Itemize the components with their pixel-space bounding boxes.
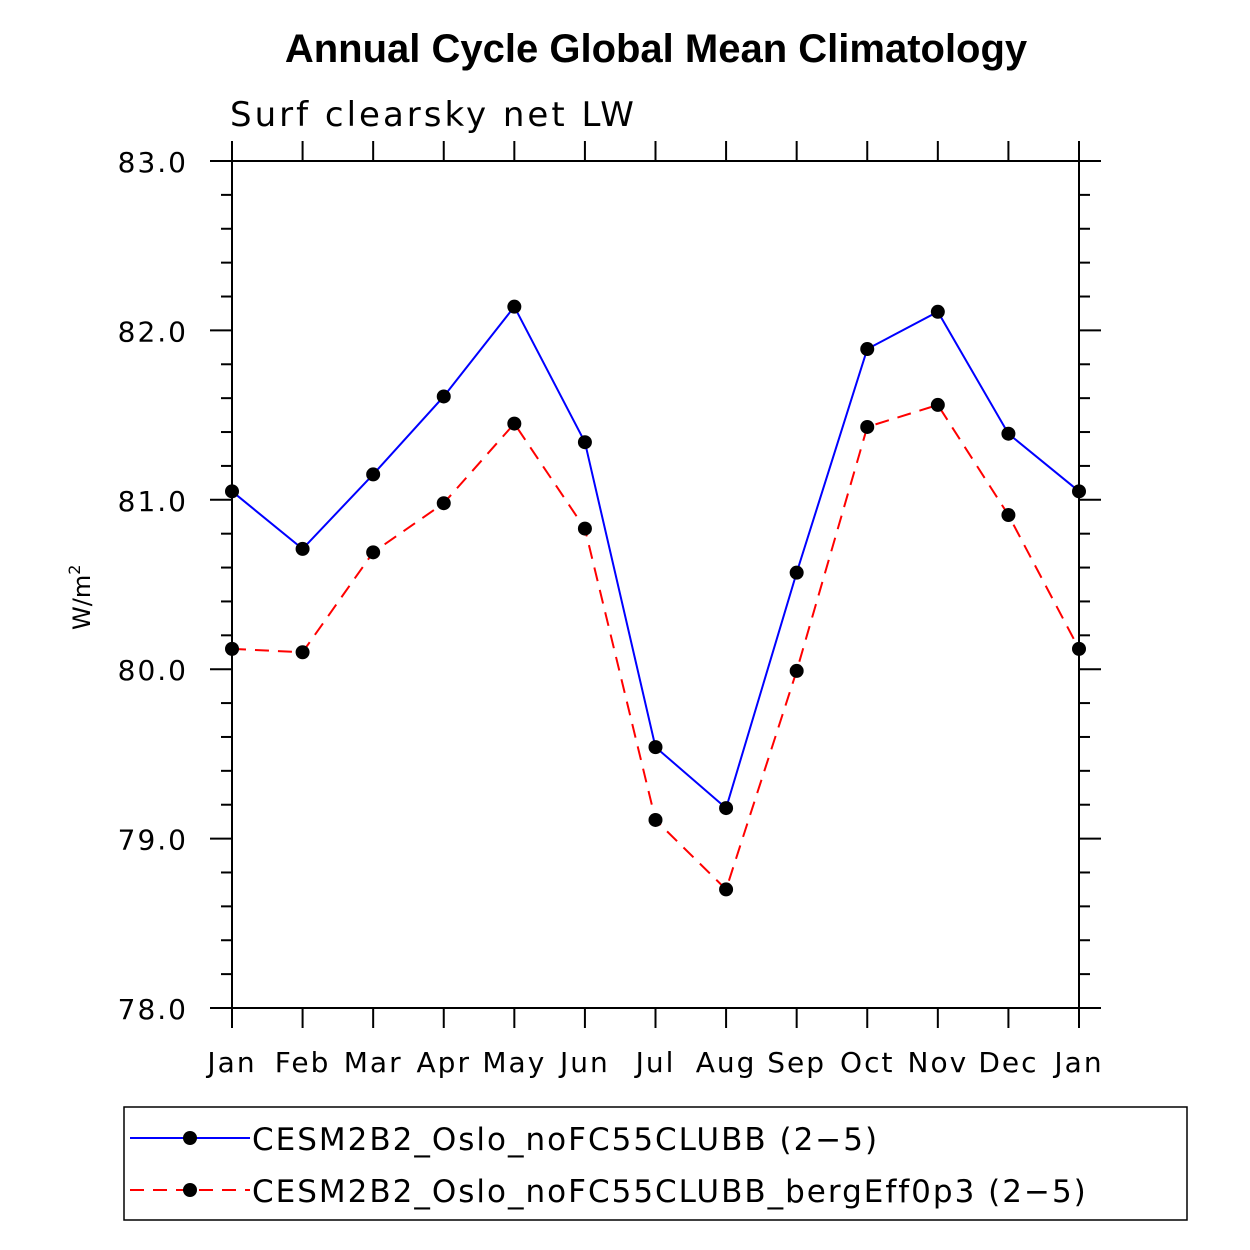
series-1-point bbox=[225, 484, 239, 499]
series-2-point bbox=[719, 882, 734, 897]
x-tick-label: Feb bbox=[275, 1046, 331, 1079]
series-2-point bbox=[648, 812, 663, 827]
y-tick-label: 80.0 bbox=[118, 654, 188, 687]
series-1-point bbox=[719, 801, 734, 816]
series-2-point bbox=[1001, 508, 1016, 523]
series-2-point bbox=[577, 521, 592, 536]
x-tick-label: Jan bbox=[205, 1046, 256, 1079]
y-axis-label-text: W/m bbox=[68, 575, 96, 630]
chart-subtitle: Surf clearsky net LW bbox=[230, 95, 637, 135]
series-1-point bbox=[1001, 426, 1016, 441]
series-2-point bbox=[436, 496, 451, 511]
y-axis-label: W/m2 bbox=[65, 565, 96, 630]
series-layer bbox=[225, 299, 1086, 897]
plot-frame bbox=[231, 160, 1080, 1009]
series-1-point bbox=[860, 342, 875, 357]
series-1-point bbox=[648, 740, 663, 755]
series-1-point bbox=[1072, 484, 1086, 499]
series-1-point bbox=[436, 389, 451, 404]
series-1-point bbox=[930, 304, 945, 319]
x-tick-label: Jan bbox=[1052, 1046, 1103, 1079]
series-1-point bbox=[577, 435, 592, 450]
x-tick-label: Apr bbox=[417, 1046, 471, 1079]
legend-label-1: CESM2B2_Oslo_noFC55CLUBB (2−5) bbox=[252, 1122, 879, 1158]
legend-marker-1 bbox=[183, 1131, 197, 1145]
series-2-point bbox=[225, 641, 239, 656]
series-1-point bbox=[366, 467, 381, 482]
x-tick-label: Aug bbox=[696, 1046, 757, 1079]
chart-title: Annual Cycle Global Mean Climatology bbox=[285, 27, 1028, 71]
x-tick-label: Jul bbox=[634, 1046, 676, 1079]
y-tick-label: 82.0 bbox=[118, 315, 188, 348]
x-tick-label: Jun bbox=[558, 1046, 610, 1079]
y-tick-label: 78.0 bbox=[118, 993, 188, 1026]
x-tick-label: Mar bbox=[344, 1046, 403, 1079]
series-2-point bbox=[860, 419, 875, 434]
y-axis-label-superscript: 2 bbox=[65, 565, 84, 575]
series-2-point bbox=[930, 397, 945, 412]
series-1-point bbox=[789, 565, 804, 580]
series-1-point bbox=[507, 299, 522, 314]
x-tick-label: May bbox=[482, 1046, 546, 1079]
legend-marker-2 bbox=[183, 1183, 197, 1197]
legend: CESM2B2_Oslo_noFC55CLUBB (2−5) CESM2B2_Os… bbox=[123, 1106, 1188, 1221]
y-tick-label: 83.0 bbox=[118, 146, 188, 179]
series-1-line bbox=[231, 304, 1080, 810]
legend-label-2: CESM2B2_Oslo_noFC55CLUBB_bergEff0p3 (2−5… bbox=[252, 1174, 1088, 1210]
series-2-point bbox=[789, 663, 804, 678]
series-1-point bbox=[295, 541, 310, 556]
axes: Jan Feb Mar Apr May Jun Jul Aug Sep Oct Nov Dec Jan 7… bbox=[118, 141, 1103, 1079]
y-tick-label: 81.0 bbox=[118, 485, 188, 518]
x-tick-label: Oct bbox=[840, 1046, 894, 1079]
series-2-point bbox=[366, 545, 381, 560]
x-tick-label: Dec bbox=[978, 1046, 1038, 1079]
legend-box bbox=[123, 1106, 1188, 1221]
x-tick-label: Sep bbox=[767, 1046, 826, 1079]
series-2-point bbox=[1072, 641, 1086, 656]
x-tick-label: Nov bbox=[908, 1046, 969, 1079]
y-tick-label: 79.0 bbox=[118, 824, 188, 857]
series-2-point bbox=[295, 645, 310, 660]
series-2-point bbox=[507, 416, 522, 431]
